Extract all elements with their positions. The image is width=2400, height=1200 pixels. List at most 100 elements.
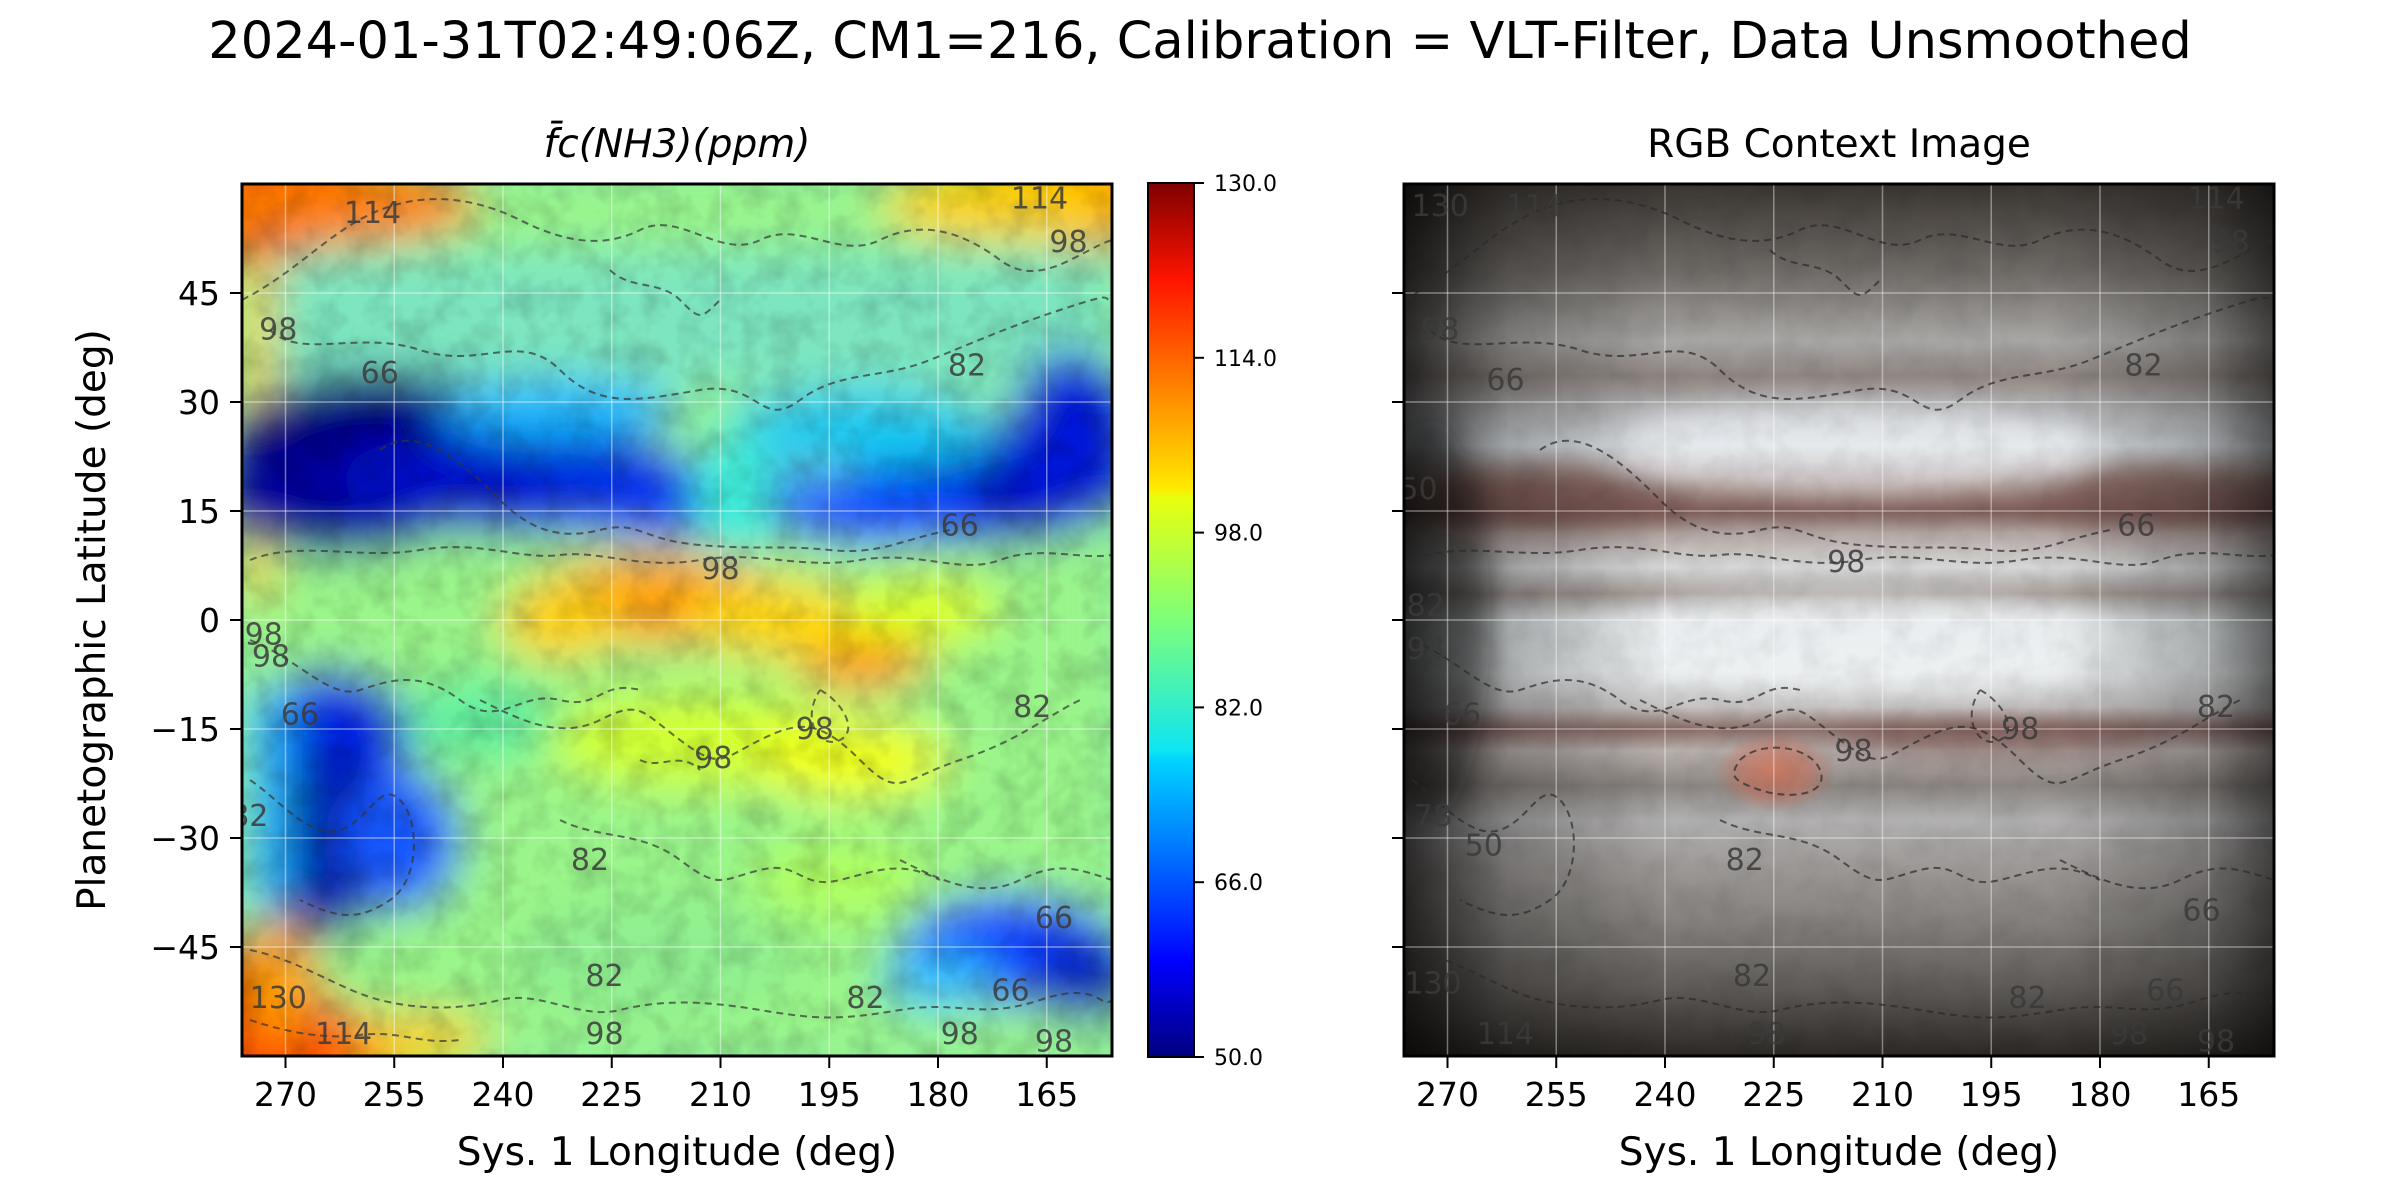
nh3-map-contour-label: 66 (941, 509, 979, 544)
colorbar-ticks: 50.0 66.0 82.0 98.0 114.0 130.0 (1194, 172, 1277, 1071)
rgb-context-contour-label: 130 (1412, 189, 1469, 224)
nh3-map-contour-label: 66 (281, 697, 319, 732)
nh3-map-x-tick-label: 225 (580, 1075, 643, 1114)
rgb-context-contour-label: 98 (2211, 225, 2249, 260)
rgb-context-x-tick-label: 195 (1960, 1075, 2023, 1114)
colorbar-tick-label: 130.0 (1214, 172, 1277, 197)
nh3-map-contour-label: 66 (361, 356, 399, 391)
colorbar-tick-label: 82.0 (1214, 696, 1263, 721)
rgb-context-contour-label: 50 (1399, 472, 1437, 507)
colorbar-tick-label: 50.0 (1214, 1046, 1263, 1071)
rgb-context-x-tick-label: 210 (1851, 1075, 1914, 1114)
nh3-map-y-ticks: 45 30 15 0 −15 −30 −45 (150, 274, 242, 967)
colorbar-scale (1148, 183, 1194, 1057)
rgb-context-panel: RGB Context Image (1392, 122, 2276, 1175)
rgb-context-contour-label: 98 (2110, 1017, 2148, 1052)
nh3-map-title: f̄c(NH3)(ppm) (544, 121, 811, 167)
rgb-context-contour-label: 98 (1747, 1017, 1785, 1052)
nh3-map-contour-label: 98 (941, 1017, 979, 1052)
rgb-context-contour-label: 66 (2182, 894, 2220, 929)
rgb-context-contour-label: 66 (2117, 509, 2155, 544)
nh3-map-y-tick-label: 45 (178, 274, 220, 313)
nh3-map-contour-label: 98 (252, 639, 290, 674)
nh3-map-contours (242, 198, 1112, 1042)
nh3-map-contour-label: 114 (315, 1017, 372, 1052)
nh3-map-x-tick-label: 240 (472, 1075, 535, 1114)
nh3-map-contour-label: 98 (1049, 225, 1087, 260)
nh3-map-contour-label: 98 (701, 552, 739, 587)
rgb-context-contour-label: 66 (2146, 974, 2184, 1009)
rgb-context-x-tick-label: 255 (1525, 1075, 1588, 1114)
figure-title: 2024-01-31T02:49:06Z, CM1=216, Calibrati… (208, 12, 2191, 71)
rgb-context-contours (1404, 198, 2274, 1019)
rgb-context-contour-label: 114 (1506, 189, 1563, 224)
nh3-map-contour-label: 98 (694, 741, 732, 776)
colorbar-tick-label: 98.0 (1214, 522, 1263, 547)
rgb-context-contour-label: 98 (2001, 712, 2039, 747)
nh3-map-grid (242, 184, 1112, 1056)
rgb-context-contour-label: 82 (2124, 349, 2162, 384)
rgb-context-contour-label: 98 (1827, 545, 1865, 580)
nh3-map-x-tick-label: 165 (1015, 1075, 1078, 1114)
nh3-map-y-tick-label: −30 (150, 819, 220, 858)
rgb-context-x-tick-label: 165 (2177, 1075, 2240, 1114)
rgb-context-contour-label: 98 (2197, 1024, 2235, 1059)
nh3-map-contour-label: 82 (948, 349, 986, 384)
rgb-context-contour-label: 66 (1486, 363, 1524, 398)
nh3-map-contour-label: 82 (230, 799, 268, 834)
nh3-map-x-tick-label: 270 (254, 1075, 317, 1114)
rgb-context-contour-label: 82 (2197, 690, 2235, 725)
rgb-context-grid (1404, 184, 2274, 1056)
rgb-context-x-tick-label: 225 (1742, 1075, 1805, 1114)
nh3-map-contour-label: 98 (245, 618, 283, 653)
nh3-map-contour-label: 82 (585, 959, 623, 994)
nh3-map-contour-label: 66 (1035, 901, 1073, 936)
nh3-map-contour-label: 66 (991, 974, 1029, 1009)
nh3-map-contour-label: 82 (571, 843, 609, 878)
nh3-map-contour-label: 130 (250, 981, 307, 1016)
nh3-map-contour-label: 114 (344, 196, 401, 231)
rgb-context-y-ticks (1392, 292, 1404, 948)
nh3-map-y-tick-label: −15 (150, 710, 220, 749)
rgb-context-contour-label: 82 (1733, 959, 1771, 994)
colorbar-tick-label: 66.0 (1214, 871, 1263, 896)
nh3-map-y-tick-label: 0 (199, 601, 220, 640)
nh3-map-x-tick-label: 255 (363, 1075, 426, 1114)
nh3-map-contour-label: 98 (585, 1017, 623, 1052)
nh3-map-x-ticks: 270 255 240 225 210 195 180 165 (254, 1056, 1078, 1114)
colorbar-frame (1147, 182, 1195, 1058)
nh3-map-y-axis-label: Planetographic Latitude (deg) (70, 329, 115, 911)
rgb-context-contour-label: 98 (1421, 312, 1459, 347)
rgb-context-contour-label: 82 (1407, 588, 1445, 623)
nh3-map-contour-label: 98 (1035, 1024, 1073, 1059)
nh3-map-contour-label: 82 (1013, 690, 1051, 725)
rgb-context-contour-label: 66 (1443, 697, 1481, 732)
nh3-map-contour-label: 98 (259, 312, 297, 347)
nh3-map-x-tick-label: 180 (907, 1075, 970, 1114)
rgb-context-contour-label: 82 (2008, 981, 2046, 1016)
colorbar: 50.0 66.0 82.0 98.0 114.0 130.0 (1147, 172, 1277, 1071)
nh3-map-x-tick-label: 195 (798, 1075, 861, 1114)
rgb-context-image: 130 114 114 98 98 82 66 50 66 98 82 98 66 98 82 98 78 50 8… (1399, 182, 2274, 1059)
nh3-map-contour-label: 82 (846, 981, 884, 1016)
rgb-context-contour-label: 130 (1404, 966, 1461, 1001)
rgb-context-contour-label: 114 (1477, 1017, 1534, 1052)
rgb-context-contour-label: 78 (1414, 799, 1452, 834)
rgb-context-x-tick-label: 240 (1634, 1075, 1697, 1114)
nh3-map-contour-label: 114 (1011, 182, 1068, 217)
rgb-context-x-tick-label: 180 (2069, 1075, 2132, 1114)
colorbar-tick-label: 114.0 (1214, 347, 1277, 372)
nh3-map-y-tick-label: −45 (150, 928, 220, 967)
nh3-map-x-tick-label: 210 (689, 1075, 752, 1114)
nh3-map-contour-label: 98 (796, 712, 834, 747)
nh3-map-x-axis-label: Sys. 1 Longitude (deg) (457, 1130, 897, 1175)
rgb-context-contour-label: 82 (1726, 843, 1764, 878)
rgb-context-x-tick-label: 270 (1416, 1075, 1479, 1114)
rgb-context-contour-label: 50 (1465, 828, 1503, 863)
nh3-map-panel: f̄c(NH3)(ppm) (70, 121, 1114, 1175)
rgb-context-contour-label: 98 (1834, 734, 1872, 769)
rgb-context-contour-labels: 130 114 114 98 98 82 66 50 66 98 82 98 66 98 82 98 78 50 8… (1399, 182, 2250, 1059)
rgb-context-contour-label: 114 (2187, 182, 2244, 217)
